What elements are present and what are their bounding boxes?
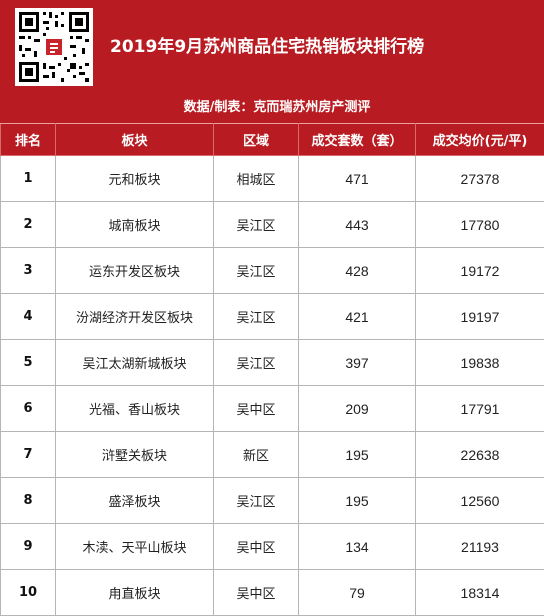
table-row: 9 木渎、天平山板块 吴中区 134 21193 (0, 523, 544, 570)
rank-cell: 5 (0, 339, 56, 386)
units-cell: 209 (298, 385, 416, 432)
rank-cell: 3 (0, 247, 56, 294)
table-row: 7 浒墅关板块 新区 195 22638 (0, 431, 544, 478)
block-cell: 甪直板块 (55, 569, 214, 616)
table-row: 3 运东开发区板块 吴江区 428 19172 (0, 247, 544, 294)
units-cell: 79 (298, 569, 416, 616)
table-row: 4 汾湖经济开发区板块 吴江区 421 19197 (0, 293, 544, 340)
units-cell: 443 (298, 201, 416, 248)
table-header-row: 排名 板块 区域 成交套数（套） 成交均价(元/平) (0, 123, 544, 156)
column-header-price: 成交均价(元/平) (415, 123, 544, 156)
column-header-district: 区域 (213, 123, 299, 156)
table-row: 5 吴江太湖新城板块 吴江区 397 19838 (0, 339, 544, 386)
table-row: 1 元和板块 相城区 471 27378 (0, 155, 544, 202)
district-cell: 吴江区 (213, 247, 299, 294)
qr-code-icon (15, 8, 93, 86)
banner: 2019年9月苏州商品住宅热销板块排行榜 数据/制表：克而瑞苏州房产测评 (0, 0, 544, 123)
table-row: 8 盛泽板块 吴江区 195 12560 (0, 477, 544, 524)
price-cell: 21193 (415, 523, 544, 570)
table-row: 10 甪直板块 吴中区 79 18314 (0, 569, 544, 616)
column-header-block: 板块 (55, 123, 214, 156)
units-cell: 421 (298, 293, 416, 340)
district-cell: 新区 (213, 431, 299, 478)
units-cell: 195 (298, 431, 416, 478)
rank-cell: 2 (0, 201, 56, 248)
block-cell: 浒墅关板块 (55, 431, 214, 478)
rank-cell: 10 (0, 569, 56, 616)
price-cell: 18314 (415, 569, 544, 616)
block-cell: 吴江太湖新城板块 (55, 339, 214, 386)
price-cell: 19838 (415, 339, 544, 386)
district-cell: 吴江区 (213, 201, 299, 248)
district-cell: 吴江区 (213, 477, 299, 524)
rank-cell: 4 (0, 293, 56, 340)
rank-cell: 9 (0, 523, 56, 570)
rank-cell: 1 (0, 155, 56, 202)
units-cell: 195 (298, 477, 416, 524)
units-cell: 397 (298, 339, 416, 386)
price-cell: 17780 (415, 201, 544, 248)
district-cell: 吴中区 (213, 569, 299, 616)
district-cell: 吴中区 (213, 385, 299, 432)
ranking-table: 排名 板块 区域 成交套数（套） 成交均价(元/平) 1 元和板块 相城区 47… (0, 123, 544, 616)
page-subtitle: 数据/制表：克而瑞苏州房产测评 (183, 100, 371, 115)
block-cell: 运东开发区板块 (55, 247, 214, 294)
block-cell: 木渎、天平山板块 (55, 523, 214, 570)
price-cell: 22638 (415, 431, 544, 478)
table-row: 6 光福、香山板块 吴中区 209 17791 (0, 385, 544, 432)
column-header-units: 成交套数（套） (298, 123, 416, 156)
district-cell: 吴中区 (213, 523, 299, 570)
rank-cell: 8 (0, 477, 56, 524)
price-cell: 12560 (415, 477, 544, 524)
price-cell: 27378 (415, 155, 544, 202)
district-cell: 相城区 (213, 155, 299, 202)
rank-cell: 6 (0, 385, 56, 432)
units-cell: 471 (298, 155, 416, 202)
rank-cell: 7 (0, 431, 56, 478)
units-cell: 134 (298, 523, 416, 570)
column-header-rank: 排名 (0, 123, 56, 156)
district-cell: 吴江区 (213, 293, 299, 340)
price-cell: 17791 (415, 385, 544, 432)
block-cell: 城南板块 (55, 201, 214, 248)
units-cell: 428 (298, 247, 416, 294)
block-cell: 盛泽板块 (55, 477, 214, 524)
price-cell: 19197 (415, 293, 544, 340)
block-cell: 元和板块 (55, 155, 214, 202)
page-title: 2019年9月苏州商品住宅热销板块排行榜 (110, 37, 425, 57)
block-cell: 光福、香山板块 (55, 385, 214, 432)
table-row: 2 城南板块 吴江区 443 17780 (0, 201, 544, 248)
block-cell: 汾湖经济开发区板块 (55, 293, 214, 340)
district-cell: 吴江区 (213, 339, 299, 386)
price-cell: 19172 (415, 247, 544, 294)
